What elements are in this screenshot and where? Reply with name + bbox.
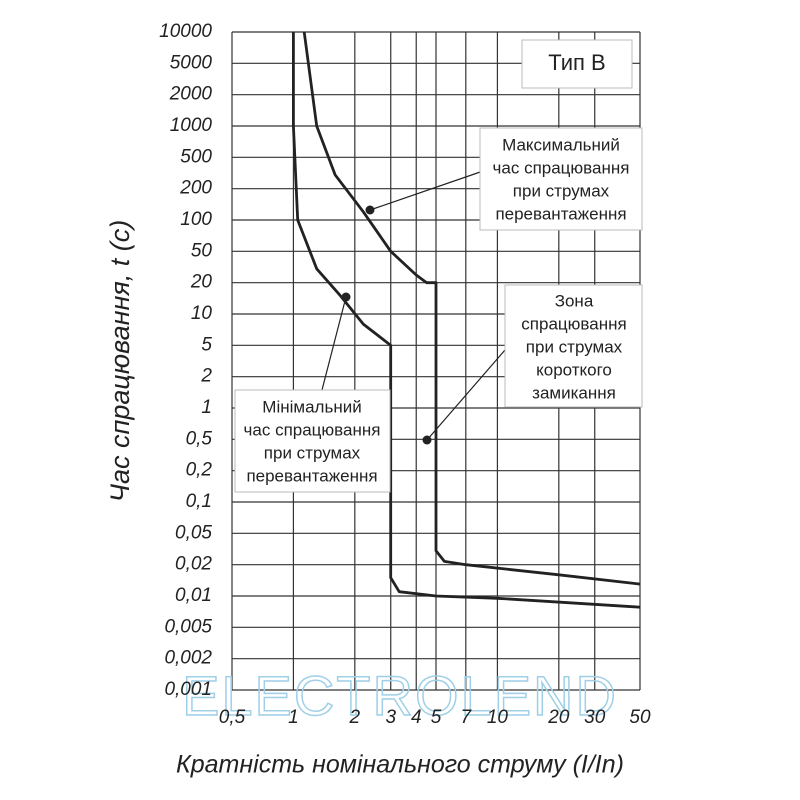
y-tick-label: 0,005	[164, 616, 212, 637]
leader-dot	[341, 292, 351, 302]
y-tick-label: 0,01	[175, 585, 212, 606]
y-tick-label: 0,002	[164, 648, 212, 669]
annotation-text: перевантаження	[246, 466, 377, 485]
y-tick-label: 50	[191, 240, 213, 261]
curve	[302, 31, 641, 586]
annotation-text: замикання	[532, 383, 616, 402]
y-tick-label: 0,2	[186, 460, 213, 481]
annotation-text: при струмах	[513, 181, 610, 200]
x-tick-label: 2	[349, 707, 361, 728]
y-tick-label: 10	[191, 303, 213, 324]
curve	[292, 32, 641, 609]
x-tick-label: 1	[288, 707, 299, 728]
annotation-text: спрацювання	[521, 314, 626, 333]
y-tick-label: 100	[180, 209, 212, 230]
annotation-box	[504, 284, 643, 408]
y-tick-label: 10000	[159, 21, 212, 42]
annotation-text: при струмах	[264, 443, 361, 462]
x-tick-label: 10	[487, 707, 509, 728]
annotation-text: короткого	[536, 360, 612, 379]
x-tick-label: 4	[411, 707, 422, 728]
x-tick-label: 3	[385, 707, 396, 728]
y-tick-label: 2	[200, 366, 212, 387]
y-tick-label: 0,5	[186, 428, 213, 449]
y-tick-label: 2000	[169, 84, 213, 105]
x-tick-label: 0,5	[219, 707, 246, 728]
x-tick-label: 7	[461, 707, 473, 728]
y-tick-label: 1000	[170, 115, 213, 136]
leader-dot	[365, 205, 375, 215]
y-tick-label: 500	[180, 146, 212, 167]
curves	[292, 31, 641, 609]
y-tick-label: 0,02	[175, 554, 212, 575]
watermark: ELECTROLEND	[182, 664, 618, 727]
annotation-text: Мінімальний	[262, 397, 361, 416]
annotation-box	[479, 127, 643, 231]
x-axis-title: Кратність номінального струму (I/In)	[176, 751, 624, 779]
annotation-text: час спрацювання	[493, 158, 630, 177]
annotation-text: перевантаження	[495, 204, 626, 223]
annotation-box	[234, 389, 391, 493]
x-tick-label: 30	[584, 707, 606, 728]
leader	[426, 349, 506, 441]
leader	[369, 169, 487, 211]
x-tick-label: 5	[431, 707, 442, 728]
x-tick-label: 20	[547, 707, 570, 728]
y-tick-label: 200	[179, 178, 212, 199]
annotation-text: Зона	[555, 291, 594, 310]
type-label: Тип В	[548, 50, 605, 75]
y-tick-label: 0,05	[175, 522, 212, 543]
annotation-text: при струмах	[526, 337, 623, 356]
y-tick-label: 0,1	[186, 491, 212, 512]
leader	[321, 296, 347, 391]
y-tick-label: 1	[201, 397, 212, 418]
x-tick-label: 50	[629, 707, 651, 728]
y-tick-label: 5000	[170, 52, 213, 73]
y-axis-title: Час спрацювання, t (c)	[105, 220, 135, 502]
y-tick-label: 5	[201, 334, 212, 355]
annotation-text: час спрацювання	[244, 420, 381, 439]
type-box	[521, 39, 633, 89]
leader-dot	[422, 435, 432, 445]
annotation-text: Максимальний	[502, 135, 620, 154]
y-tick-label: 0,001	[164, 679, 212, 700]
y-tick-label: 20	[190, 272, 213, 293]
